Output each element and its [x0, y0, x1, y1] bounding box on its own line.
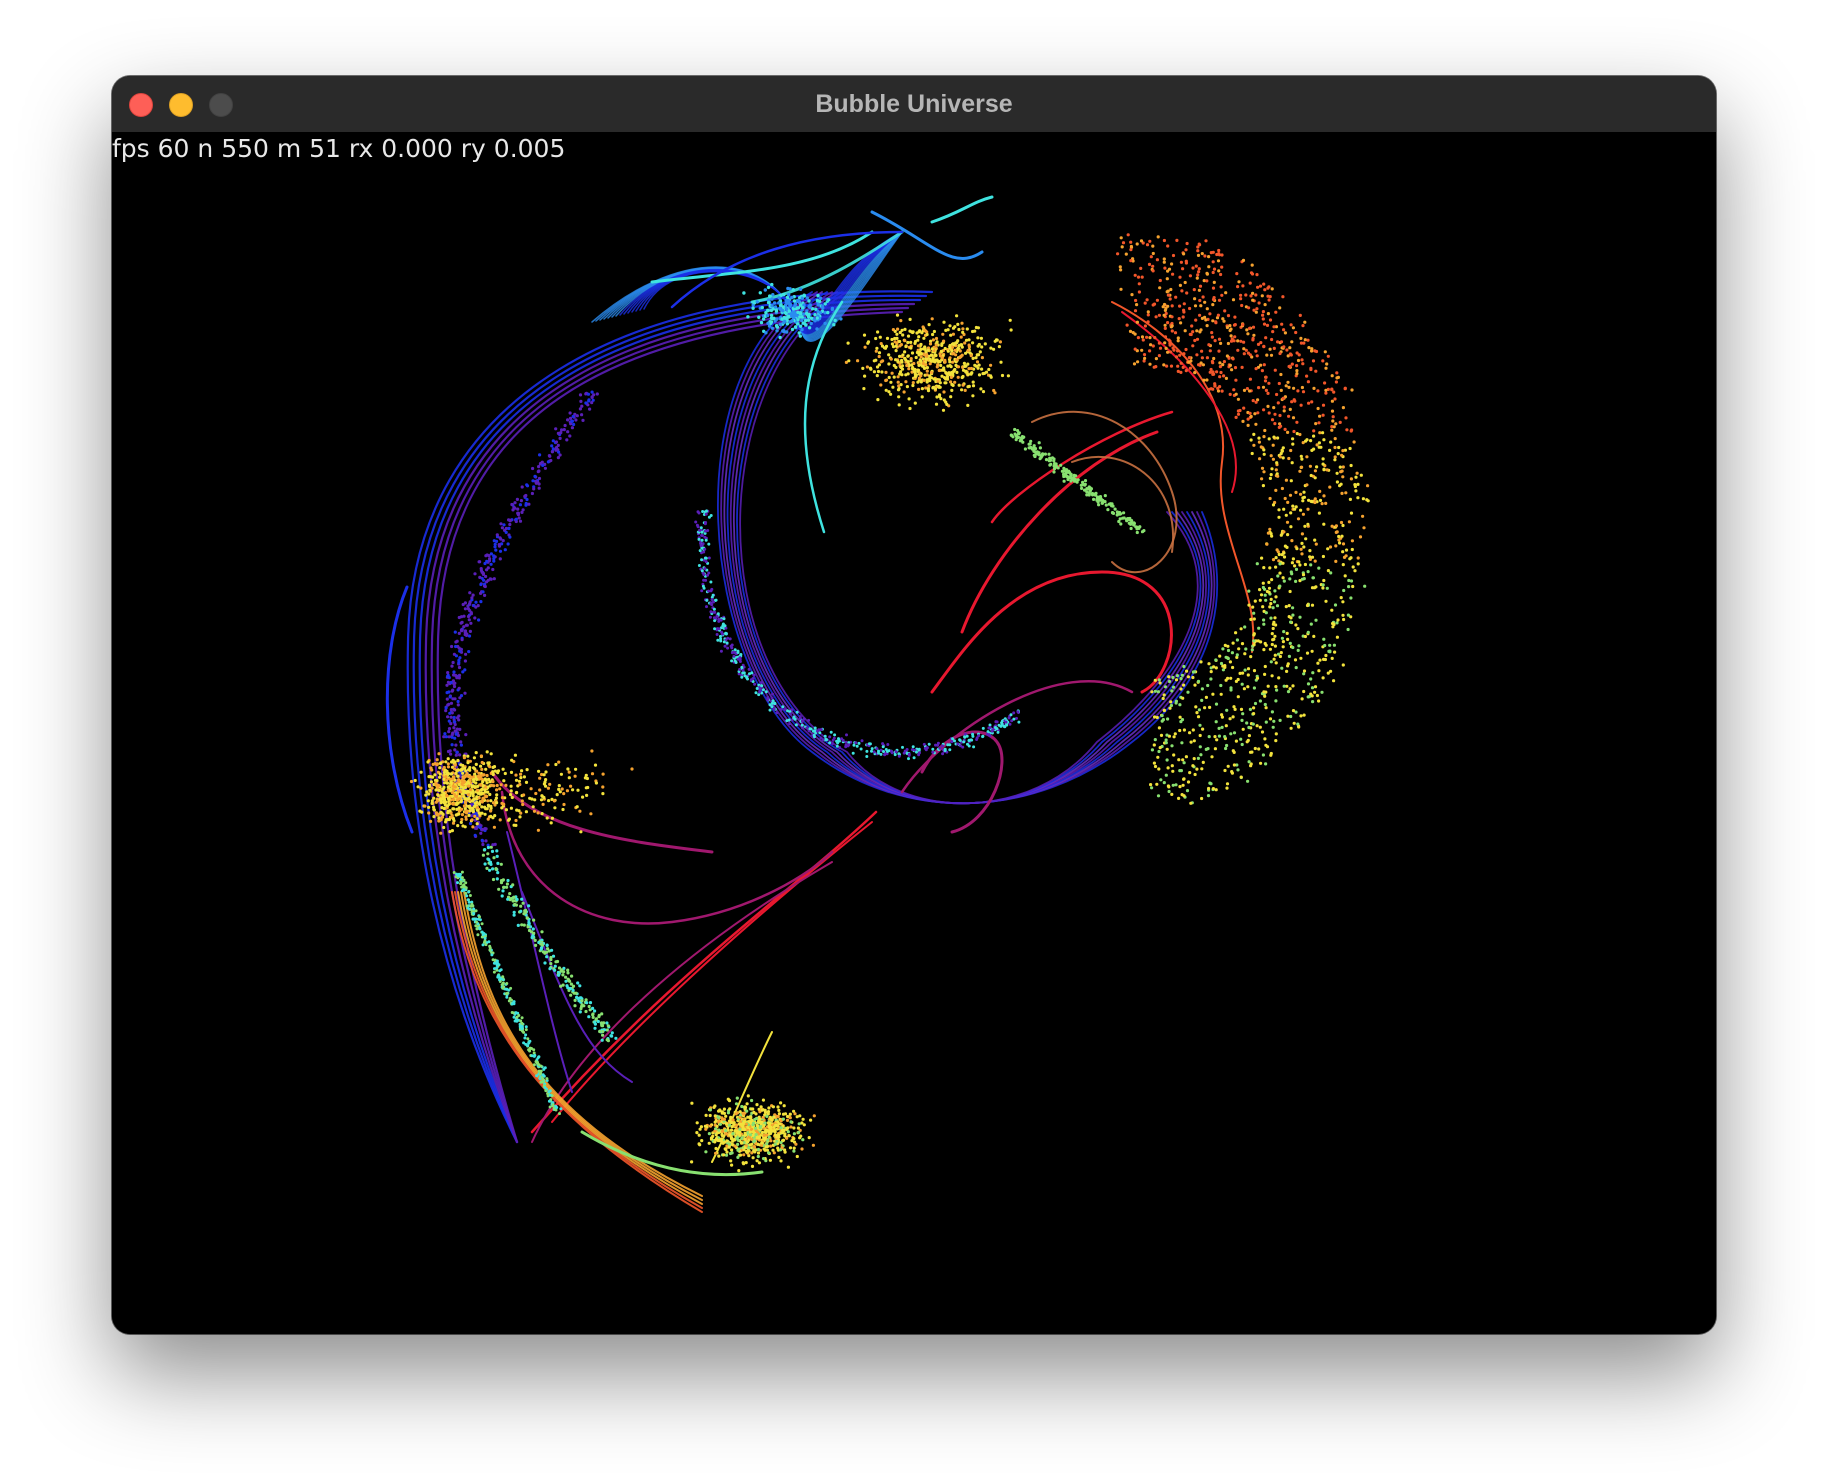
- zoom-button[interactable]: [209, 93, 233, 117]
- particle-trail: [412, 294, 928, 1144]
- particle-trail: [500, 790, 834, 925]
- app-window: Bubble Universe fps 60 n 550 m 51 rx 0.0…: [112, 76, 1716, 1334]
- particle-trail: [531, 861, 833, 1143]
- particle-trail: [670, 230, 904, 309]
- particle-trail: [506, 831, 573, 1093]
- particle-trail: [418, 298, 922, 1144]
- particle-trail: [436, 310, 904, 1144]
- particle-trail: [424, 302, 916, 1144]
- particle-trail: [930, 195, 994, 224]
- particle-trail: [385, 585, 414, 834]
- stats-overlay: fps 60 n 550 m 51 rx 0.000 ry 0.005: [112, 134, 566, 163]
- particle-trail: [1121, 311, 1237, 493]
- particle-trail: [530, 810, 878, 1134]
- particle-trail: [1071, 455, 1175, 553]
- particle-trail: [463, 891, 703, 1197]
- particle-trail: [750, 230, 904, 304]
- particle-trail: [960, 430, 1159, 634]
- particle-trail: [460, 891, 703, 1201]
- particle-trail: [803, 300, 844, 534]
- particle-trail: [580, 1130, 764, 1177]
- particle-trail: [430, 306, 910, 1144]
- particle-trail: [870, 210, 984, 260]
- canvas-area[interactable]: fps 60 n 550 m 51 rx 0.000 ry 0.005: [112, 132, 1716, 1334]
- particle-trail: [739, 291, 1199, 805]
- window-title: Bubble Universe: [815, 90, 1013, 118]
- particle-trail: [457, 891, 703, 1205]
- particle-trail: [406, 290, 934, 1144]
- close-button[interactable]: [129, 93, 153, 117]
- particle-trail: [451, 891, 703, 1213]
- particle-canvas: [385, 195, 1370, 1213]
- particle-trail: [900, 680, 1134, 794]
- particle-trail: [711, 1031, 773, 1163]
- particle-trail: [454, 891, 703, 1209]
- particle-trail: [1031, 410, 1178, 574]
- minimize-button[interactable]: [169, 93, 193, 117]
- particle-trail: [990, 410, 1174, 524]
- particle-points: [409, 233, 1370, 1173]
- particle-trail: [521, 891, 633, 1083]
- title-bar[interactable]: Bubble Universe: [112, 76, 1716, 133]
- particle-trail: [920, 730, 1004, 834]
- particle-trail: [551, 821, 873, 1123]
- particle-trail: [930, 570, 1173, 694]
- particle-trail: [490, 770, 714, 854]
- particle-trail: [650, 230, 874, 284]
